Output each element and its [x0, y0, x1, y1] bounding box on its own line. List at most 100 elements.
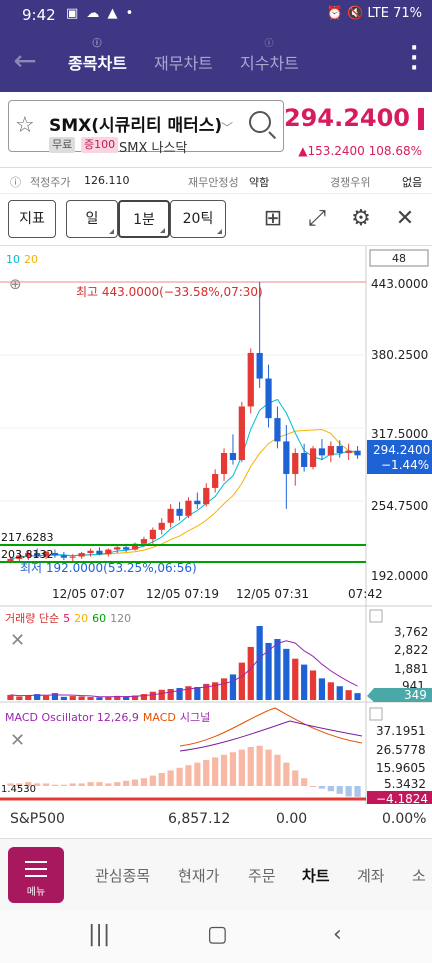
nav-watchlist[interactable]: 관심종목	[95, 867, 151, 885]
volume-bar	[345, 690, 352, 700]
search-icon[interactable]	[249, 111, 271, 133]
volume-bar	[283, 648, 290, 700]
macd-tick: 37.1951	[376, 724, 426, 738]
vol-ma20: 20	[74, 612, 88, 625]
status-time: 9:42	[22, 6, 56, 24]
macd-bar	[327, 786, 334, 792]
volume-bar	[212, 682, 219, 700]
back-icon[interactable]: ‹	[333, 922, 342, 947]
collapse-box[interactable]	[369, 707, 383, 721]
collapse-box[interactable]	[369, 609, 383, 623]
nav-account[interactable]: 계좌	[357, 867, 385, 885]
tab-label: 재무차트	[154, 54, 213, 73]
candle	[265, 378, 272, 419]
ticks-button[interactable]: 20틱	[170, 200, 226, 238]
candle	[185, 500, 192, 516]
macd-histogram	[7, 745, 361, 797]
stock-selector[interactable]: ☆ SMX(시큐리티 매터스) ﹀ 무료 증100 SMX 나스닥	[8, 100, 284, 156]
financial-stability-value: 약함	[249, 176, 270, 189]
volume-bar	[25, 695, 32, 700]
layout-grid-icon[interactable]: ⊞	[263, 206, 283, 231]
back-arrow-icon[interactable]: ←	[13, 44, 37, 77]
help-circle-icon[interactable]: ⓘ	[10, 176, 21, 189]
candle	[301, 453, 308, 467]
volume-current-value: 349	[404, 688, 427, 702]
volume-bar	[247, 646, 254, 700]
volume-bar	[105, 696, 112, 700]
ma10-line	[10, 398, 358, 560]
more-menu-icon[interactable]: · · ·	[410, 36, 419, 81]
vol-ma5: 5	[63, 612, 70, 625]
macd-current-value: −4.1824	[376, 792, 428, 806]
recent-apps-icon[interactable]: |||	[88, 922, 111, 947]
time-tick: 12/05 07:31	[236, 587, 309, 601]
volume-tick: 3,762	[394, 625, 428, 639]
free-badge: 무료	[49, 137, 76, 153]
menu-button[interactable]: 메뉴	[8, 847, 64, 903]
volume-bar	[354, 693, 361, 700]
volume-bar	[292, 658, 299, 700]
candle	[256, 352, 263, 379]
market-index-row[interactable]: S&P500 6,857.12 0.00 0.00%	[0, 804, 432, 834]
chevron-down-icon[interactable]: ﹀	[221, 121, 234, 135]
nav-more[interactable]: 소	[412, 867, 426, 885]
nav-order[interactable]: 주문	[248, 867, 276, 885]
price-tick: 443.0000	[371, 277, 428, 291]
gear-icon[interactable]: ⚙	[351, 206, 371, 231]
time-tick: 07:42	[348, 587, 383, 601]
macd-bar	[354, 786, 361, 797]
volume-bar	[203, 683, 210, 700]
candle	[194, 500, 201, 505]
app-bar: ← ⓘ 종목차트 재무차트 ⓘ 지수차트 · · ·	[0, 30, 432, 92]
volume-bar	[87, 697, 94, 700]
candle	[7, 558, 14, 562]
competitive-advantage-value: 없음	[402, 176, 423, 189]
candle	[87, 550, 94, 554]
system-nav-bar: ||| ▢ ‹	[0, 910, 432, 963]
macd-bar	[105, 783, 112, 786]
tab-stock-chart[interactable]: ⓘ 종목차트	[68, 39, 127, 74]
volume-bar	[318, 678, 326, 700]
macd-bar	[247, 747, 254, 786]
nav-chart[interactable]: 차트	[302, 867, 330, 885]
interval-button[interactable]: 1분	[118, 200, 170, 238]
volume-bars	[7, 626, 361, 700]
period-button[interactable]: 일	[66, 200, 118, 238]
macd-signal-label: 시그널	[180, 711, 210, 724]
star-icon[interactable]: ☆	[15, 113, 35, 138]
fullscreen-icon[interactable]: ⤢	[308, 206, 326, 231]
macd-current-tag	[367, 791, 432, 806]
volume-title-text: 거래량 단순	[5, 612, 59, 625]
macd-bar	[336, 786, 343, 794]
tab-financial-chart[interactable]: 재무차트	[154, 50, 213, 74]
chart-canvas[interactable]: 10 20 48 ⊕ 최고 443.0000(−33.58%,07:30) 21…	[0, 246, 432, 808]
macd-bar	[69, 783, 76, 786]
macd-bar	[176, 767, 183, 786]
low-label: 최저 192.0000(53.25%,06:56)	[20, 561, 197, 575]
candle	[105, 549, 112, 555]
macd-bar	[212, 757, 219, 786]
current-pct-tag-value: −1.44%	[381, 458, 429, 472]
close-icon[interactable]: ✕	[10, 730, 25, 751]
stock-name[interactable]: SMX(시큐리티 매터스)	[49, 116, 223, 136]
chart-area[interactable]: 10 20 48 ⊕ 최고 443.0000(−33.58%,07:30) 21…	[0, 246, 432, 808]
tools-icon[interactable]: ✕	[395, 206, 415, 231]
home-icon[interactable]: ▢	[207, 922, 228, 947]
tab-index-chart[interactable]: ⓘ 지수차트	[240, 39, 299, 74]
zoom-icon[interactable]: ⊕	[9, 275, 22, 293]
close-icon[interactable]: ✕	[10, 630, 25, 651]
indicator-button[interactable]: 지표	[8, 200, 56, 238]
nav-quote[interactable]: 현재가	[178, 867, 220, 885]
volume-bar	[301, 664, 308, 700]
candle	[318, 448, 326, 456]
volume-bar	[60, 696, 67, 700]
candle	[220, 453, 228, 474]
volume-bar	[16, 696, 23, 700]
support-level-2: 203.8132	[1, 548, 54, 561]
candle	[274, 418, 281, 442]
high-label: 최고 443.0000(−33.58%,07:30)	[76, 285, 263, 299]
volume-bar	[7, 694, 14, 700]
volume-bar	[78, 696, 85, 700]
macd-bar	[203, 760, 210, 786]
count-box[interactable]	[369, 249, 429, 267]
